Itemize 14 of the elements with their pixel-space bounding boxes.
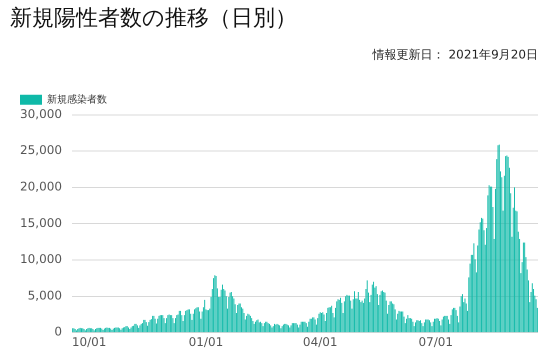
y-tick-label: 5,000 [28,288,62,302]
y-tick-label: 15,000 [20,216,62,230]
y-tick-label: 30,000 [20,106,62,121]
chart-title: 新規陽性者数の推移（日別） [10,6,297,31]
y-tick-label: 0 [54,324,62,339]
x-tick-label: 10/01 [72,334,106,349]
legend-label: 新規感染者数 [47,93,107,106]
y-tick-label: 25,000 [20,143,62,158]
x-tick-label: 01/01 [188,334,224,349]
y-tick-label: 10,000 [20,252,62,266]
x-tick-label: 04/01 [302,334,338,349]
chart-subtitle: 情報更新日： 2021年9月20日 [372,48,538,62]
y-tick-label: 20,000 [20,180,62,194]
x-tick-label: 07/01 [418,334,454,349]
